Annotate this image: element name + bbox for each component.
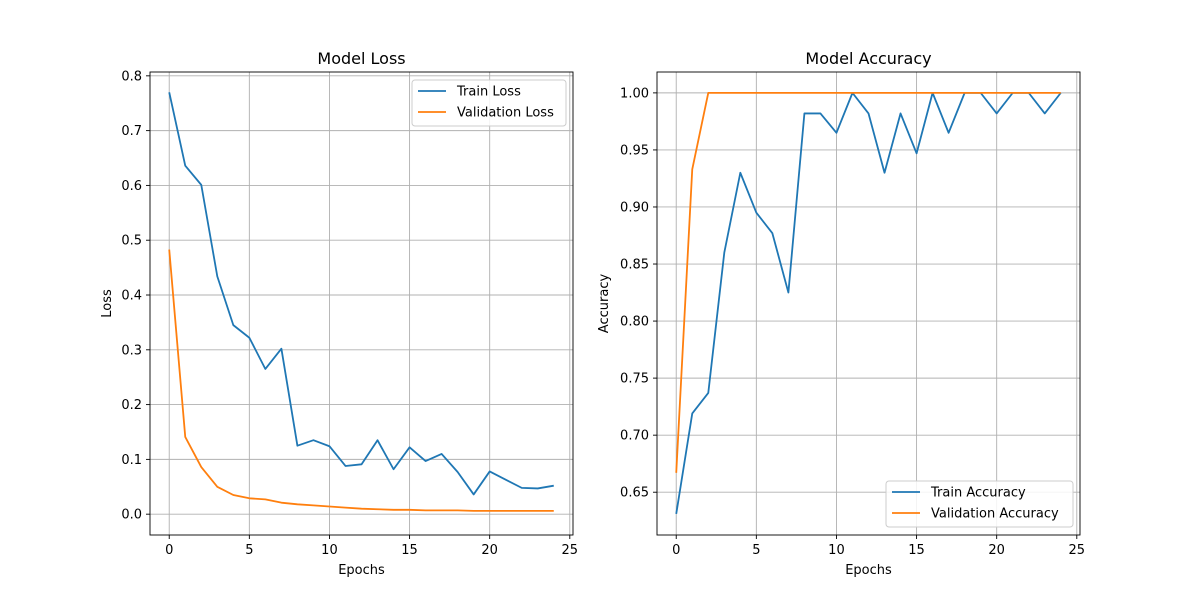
x-tick-label: 5 — [752, 543, 760, 558]
accuracy-chart-legend: Train Accuracy Validation Accuracy — [885, 480, 1074, 528]
legend-label-validation-accuracy: Validation Accuracy — [931, 507, 1059, 522]
loss-chart-gridlines — [150, 72, 573, 535]
legend-label-train-accuracy: Train Accuracy — [930, 486, 1026, 501]
loss-chart-legend: Train Loss Validation Loss — [411, 79, 567, 127]
y-tick-label: 1.00 — [620, 86, 649, 101]
y-tick-label: 0.70 — [620, 429, 649, 444]
y-tick-label: 0.65 — [620, 486, 649, 501]
accuracy-chart-frame — [656, 71, 1081, 536]
y-tick-label: 0.7 — [121, 124, 142, 139]
accuracy-chart-title: Model Accuracy — [805, 49, 931, 68]
series-line-train-loss — [168, 92, 554, 496]
y-tick-label: 0.0 — [121, 508, 142, 523]
y-tick-label: 0.5 — [121, 234, 142, 249]
loss-chart-frame — [149, 71, 574, 536]
x-tick-label: 5 — [245, 543, 253, 558]
x-tick-label: 0 — [672, 543, 680, 558]
x-tick-label: 20 — [481, 543, 498, 558]
y-tick-label: 0.1 — [121, 453, 142, 468]
accuracy-chart-y-axis-label: Accuracy — [597, 274, 612, 334]
x-tick-label: 20 — [988, 543, 1005, 558]
y-tick-label: 0.95 — [620, 143, 649, 158]
legend-box — [885, 480, 1074, 528]
y-tick-label: 0.8 — [121, 69, 142, 84]
x-tick-label: 15 — [908, 543, 925, 558]
accuracy-chart-x-ticks: 0 5 10 15 20 25 — [672, 535, 1085, 558]
loss-chart-x-axis-label: Epochs — [338, 563, 385, 578]
legend-label-validation-loss: Validation Loss — [457, 106, 554, 121]
x-tick-label: 10 — [321, 543, 338, 558]
y-tick-label: 0.4 — [121, 289, 142, 304]
x-tick-label: 0 — [165, 543, 173, 558]
series-line-validation-loss — [168, 249, 554, 512]
series-line-validation-accuracy — [675, 91, 1061, 473]
loss-chart-title: Model Loss — [317, 49, 405, 68]
accuracy-chart-series — [675, 91, 1062, 515]
y-tick-label: 0.90 — [620, 200, 649, 215]
legend-label-train-loss: Train Loss — [456, 85, 521, 100]
x-tick-label: 10 — [828, 543, 845, 558]
y-tick-label: 0.3 — [121, 343, 142, 358]
loss-chart-x-ticks: 0 5 10 15 20 25 — [165, 535, 578, 558]
y-tick-label: 0.80 — [620, 315, 649, 330]
accuracy-chart-y-ticks: 0.65 0.70 0.75 0.80 0.85 0.90 0.95 1.00 — [620, 86, 657, 501]
x-tick-label: 25 — [562, 543, 579, 558]
loss-chart-y-axis-label: Loss — [100, 289, 115, 318]
loss-chart: Model Loss Epochs Loss 0 5 10 15 20 25 0.0 0.1… — [100, 49, 578, 578]
series-line-train-accuracy — [675, 91, 1062, 515]
accuracy-chart-x-axis-label: Epochs — [845, 563, 892, 578]
y-tick-label: 0.6 — [121, 179, 142, 194]
y-tick-label: 0.2 — [121, 398, 142, 413]
x-tick-label: 15 — [401, 543, 418, 558]
y-tick-label: 0.85 — [620, 258, 649, 273]
loss-chart-series — [168, 92, 554, 512]
loss-chart-y-ticks: 0.0 0.1 0.2 0.3 0.4 0.5 0.6 0.7 0.8 — [121, 69, 150, 523]
x-tick-label: 25 — [1069, 543, 1086, 558]
y-tick-label: 0.75 — [620, 372, 649, 387]
accuracy-chart: Model Accuracy Epochs Accuracy 0 5 10 15 20 2… — [597, 49, 1085, 578]
legend-box — [411, 79, 567, 127]
